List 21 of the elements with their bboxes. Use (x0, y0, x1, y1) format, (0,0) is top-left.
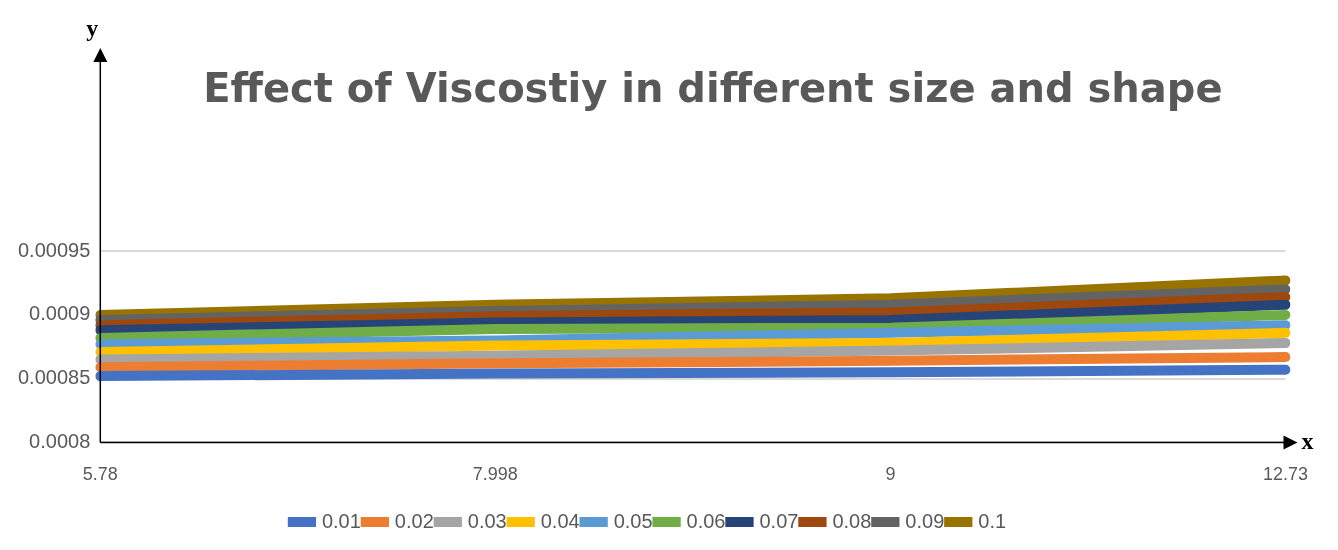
y-tick-label: 0.0009 (29, 302, 91, 325)
legend-label: 0.1 (978, 509, 1007, 532)
x-tick-label: 9 (885, 464, 896, 485)
x-tick-label: 12.73 (1262, 464, 1308, 485)
y-tick-label: 0.00095 (18, 238, 91, 261)
x-tick-label: 5.78 (82, 464, 118, 485)
legend-label: 0.04 (540, 509, 580, 532)
x-axis-title: x (1301, 427, 1314, 454)
legend-label: 0.07 (759, 509, 799, 532)
legend-label: 0.05 (613, 509, 653, 532)
legend-label: 0.08 (832, 509, 872, 532)
y-tick-label: 0.0008 (29, 429, 91, 452)
legend-label: 0.09 (905, 509, 945, 532)
y-axis-title: y (86, 15, 99, 42)
legend-label: 0.03 (467, 509, 507, 532)
x-tick-label: 7.998 (472, 464, 518, 485)
legend-label: 0.01 (321, 509, 361, 532)
y-tick-label: 0.00085 (18, 366, 91, 389)
legend-label: 0.02 (394, 509, 434, 532)
chart-title: Effect of Viscostiy in different size and shape (203, 65, 1223, 112)
legend-label: 0.06 (686, 509, 726, 532)
